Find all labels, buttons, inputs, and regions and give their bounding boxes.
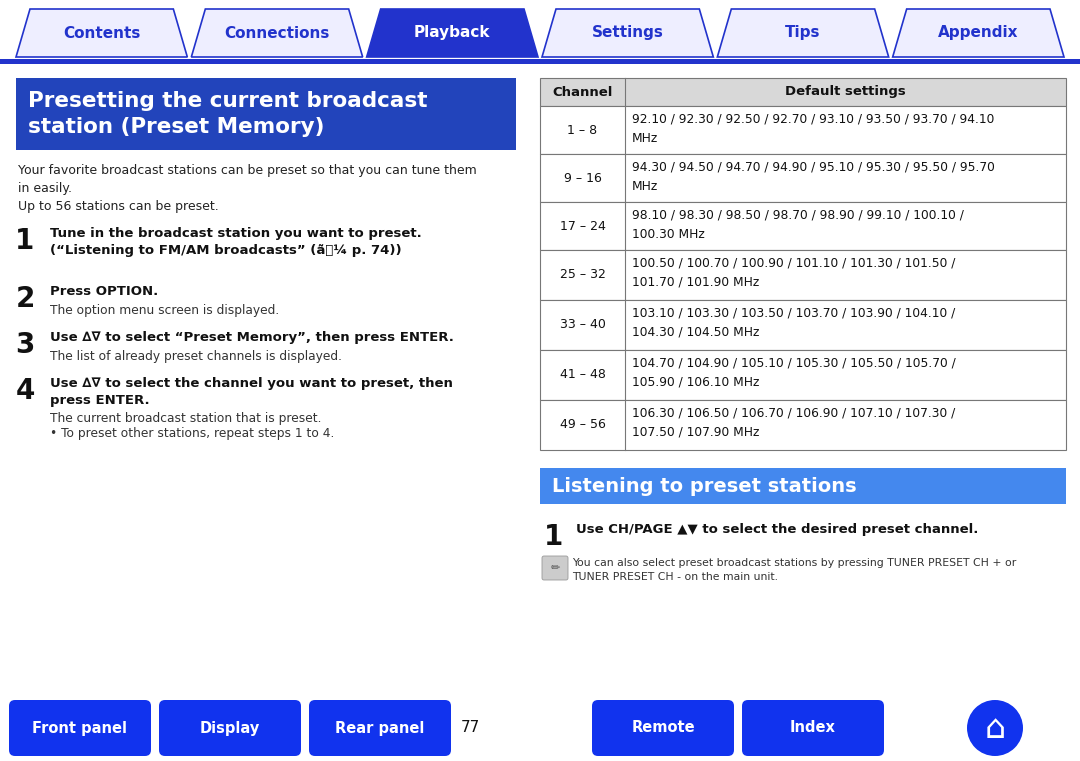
Text: 92.10 / 92.30 / 92.50 / 92.70 / 93.10 / 93.50 / 93.70 / 94.10
MHz: 92.10 / 92.30 / 92.50 / 92.70 / 93.10 / … xyxy=(632,113,995,145)
Text: ⌂: ⌂ xyxy=(985,712,1005,744)
FancyBboxPatch shape xyxy=(742,700,885,756)
Bar xyxy=(540,106,1066,154)
Text: 100.50 / 100.70 / 100.90 / 101.10 / 101.30 / 101.50 /
101.70 / 101.90 MHz: 100.50 / 100.70 / 100.90 / 101.10 / 101.… xyxy=(632,257,956,288)
Polygon shape xyxy=(542,9,713,57)
Text: Use CH/PAGE ▲▼ to select the desired preset channel.: Use CH/PAGE ▲▼ to select the desired pre… xyxy=(576,523,978,536)
Bar xyxy=(540,400,1066,450)
FancyBboxPatch shape xyxy=(592,700,734,756)
Text: 3: 3 xyxy=(15,331,35,359)
Text: 41 – 48: 41 – 48 xyxy=(559,368,606,381)
Text: 98.10 / 98.30 / 98.50 / 98.70 / 98.90 / 99.10 / 100.10 /
100.30 MHz: 98.10 / 98.30 / 98.50 / 98.70 / 98.90 / … xyxy=(632,209,963,240)
Text: 103.10 / 103.30 / 103.50 / 103.70 / 103.90 / 104.10 /
104.30 / 104.50 MHz: 103.10 / 103.30 / 103.50 / 103.70 / 103.… xyxy=(632,307,955,339)
Text: Channel: Channel xyxy=(552,85,612,98)
Bar xyxy=(0,59,1080,64)
Text: 17 – 24: 17 – 24 xyxy=(559,219,606,233)
Text: 1: 1 xyxy=(15,227,35,255)
Text: The list of already preset channels is displayed.: The list of already preset channels is d… xyxy=(50,350,342,363)
Bar xyxy=(16,78,516,150)
Text: Index: Index xyxy=(791,721,836,735)
Text: Front panel: Front panel xyxy=(32,721,127,735)
Text: • To preset other stations, repeat steps 1 to 4.: • To preset other stations, repeat steps… xyxy=(50,427,335,440)
FancyBboxPatch shape xyxy=(542,556,568,580)
Text: 104.70 / 104.90 / 105.10 / 105.30 / 105.50 / 105.70 /
105.90 / 106.10 MHz: 104.70 / 104.90 / 105.10 / 105.30 / 105.… xyxy=(632,357,956,389)
Text: Your favorite broadcast stations can be preset so that you can tune them
in easi: Your favorite broadcast stations can be … xyxy=(18,164,476,195)
Text: (“Listening to FM/AM broadcasts” (ã¼ p. 74)): (“Listening to FM/AM broadcasts” (ã¼ p.… xyxy=(50,244,402,257)
Text: Presetting the current broadcast
station (Preset Memory): Presetting the current broadcast station… xyxy=(28,91,428,137)
Text: 2: 2 xyxy=(15,285,35,313)
Text: Connections: Connections xyxy=(225,26,329,40)
Text: Tips: Tips xyxy=(785,26,821,40)
FancyBboxPatch shape xyxy=(9,700,151,756)
Bar xyxy=(540,154,1066,202)
Text: The option menu screen is displayed.: The option menu screen is displayed. xyxy=(50,304,280,317)
Text: Remote: Remote xyxy=(631,721,694,735)
Bar xyxy=(540,350,1066,400)
Text: 25 – 32: 25 – 32 xyxy=(559,269,606,282)
Bar xyxy=(540,78,1066,106)
Bar xyxy=(540,202,1066,250)
Text: The current broadcast station that is preset.: The current broadcast station that is pr… xyxy=(50,412,322,425)
Text: Contents: Contents xyxy=(63,26,140,40)
FancyBboxPatch shape xyxy=(159,700,301,756)
Text: Press OPTION.: Press OPTION. xyxy=(50,285,159,298)
Text: 49 – 56: 49 – 56 xyxy=(559,419,606,431)
Text: 1 – 8: 1 – 8 xyxy=(567,123,597,136)
Text: Listening to preset stations: Listening to preset stations xyxy=(552,476,856,495)
Text: 94.30 / 94.50 / 94.70 / 94.90 / 95.10 / 95.30 / 95.50 / 95.70
MHz: 94.30 / 94.50 / 94.70 / 94.90 / 95.10 / … xyxy=(632,161,995,193)
Text: You can also select preset broadcast stations by pressing TUNER PRESET CH + or
T: You can also select preset broadcast sta… xyxy=(572,558,1016,582)
Text: Use ∆∇ to select “Preset Memory”, then press ENTER.: Use ∆∇ to select “Preset Memory”, then p… xyxy=(50,331,454,344)
Text: 4: 4 xyxy=(15,377,35,405)
Circle shape xyxy=(967,700,1023,756)
Polygon shape xyxy=(191,9,363,57)
Text: 33 – 40: 33 – 40 xyxy=(559,319,606,332)
Polygon shape xyxy=(16,9,187,57)
Text: Tune in the broadcast station you want to preset.: Tune in the broadcast station you want t… xyxy=(50,227,422,240)
Text: Up to 56 stations can be preset.: Up to 56 stations can be preset. xyxy=(18,200,219,213)
Bar xyxy=(540,300,1066,350)
Text: Rear panel: Rear panel xyxy=(335,721,424,735)
Text: Settings: Settings xyxy=(592,26,663,40)
Polygon shape xyxy=(893,9,1064,57)
Text: 106.30 / 106.50 / 106.70 / 106.90 / 107.10 / 107.30 /
107.50 / 107.90 MHz: 106.30 / 106.50 / 106.70 / 106.90 / 107.… xyxy=(632,407,955,438)
Text: ✏: ✏ xyxy=(551,563,559,573)
Text: Appendix: Appendix xyxy=(939,26,1018,40)
Text: 77: 77 xyxy=(460,721,480,735)
Text: 9 – 16: 9 – 16 xyxy=(564,171,602,184)
Text: press ENTER.: press ENTER. xyxy=(50,394,150,407)
Text: Use ∆∇ to select the channel you want to preset, then: Use ∆∇ to select the channel you want to… xyxy=(50,377,453,390)
Text: 1: 1 xyxy=(544,523,564,551)
Text: Playback: Playback xyxy=(414,26,490,40)
Text: Default settings: Default settings xyxy=(785,85,906,98)
Text: Display: Display xyxy=(200,721,260,735)
Polygon shape xyxy=(717,9,889,57)
Bar xyxy=(540,468,1066,504)
Bar xyxy=(540,250,1066,300)
FancyBboxPatch shape xyxy=(309,700,451,756)
Polygon shape xyxy=(367,9,538,57)
